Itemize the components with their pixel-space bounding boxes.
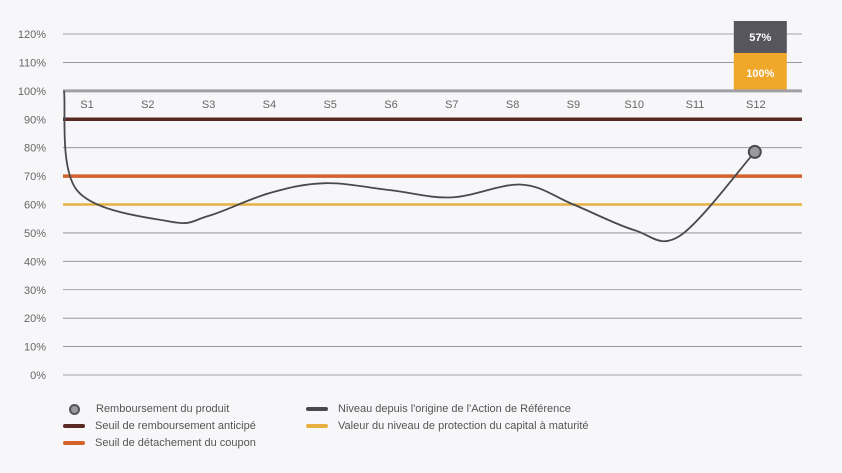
x-tick-label: S2 bbox=[141, 99, 154, 111]
y-tick-label: 30% bbox=[24, 285, 46, 297]
y-tick-label: 50% bbox=[24, 228, 46, 240]
legend-label: Seuil de détachement du coupon bbox=[95, 437, 256, 449]
x-tick-label: S4 bbox=[263, 99, 276, 111]
swatch bbox=[306, 424, 328, 428]
y-tick-label: 80% bbox=[24, 143, 46, 155]
swatch bbox=[63, 424, 85, 428]
legend-label: Seuil de remboursement anticipé bbox=[95, 420, 256, 432]
x-tick-label: S11 bbox=[686, 99, 705, 111]
legend-redemption: Remboursement du produit bbox=[63, 403, 229, 415]
redemption-point bbox=[747, 144, 762, 159]
y-tick-label: 90% bbox=[24, 114, 46, 126]
legend-label: Valeur du niveau de protection du capita… bbox=[338, 420, 589, 432]
legend-label: Remboursement du produit bbox=[96, 403, 230, 415]
y-tick-label: 100% bbox=[18, 86, 46, 98]
y-tick-label: 40% bbox=[24, 256, 46, 268]
legend-coupon: Seuil de détachement du coupon bbox=[63, 437, 256, 449]
swatch bbox=[306, 407, 328, 411]
annotation-bottom-label: 100% bbox=[746, 68, 774, 80]
x-tick-label: S10 bbox=[624, 99, 644, 111]
chart-svg: 0% 10% 20% 30% 40% 50% 60% 70% 80% 90% 100% 110% 120… bbox=[18, 21, 802, 382]
series-line bbox=[63, 90, 756, 242]
swatch bbox=[63, 441, 85, 445]
legend-level: Niveau depuis l'origine de l'Action de R… bbox=[306, 403, 571, 415]
y-tick-label: 20% bbox=[24, 313, 46, 325]
y-tick-label: 120% bbox=[18, 29, 46, 41]
annotation-box-bottom bbox=[733, 53, 787, 92]
x-tick-label: S12 bbox=[746, 99, 766, 111]
y-tick-label: 0% bbox=[30, 370, 46, 382]
annotation-top-label: 57% bbox=[749, 32, 771, 44]
legend-early-redemption: Seuil de remboursement anticipé bbox=[63, 420, 256, 432]
y-tick-label: 60% bbox=[24, 200, 46, 212]
legend-protection: Valeur du niveau de protection du capita… bbox=[306, 420, 589, 432]
y-tick-label: 10% bbox=[24, 342, 46, 354]
x-tick-label: S1 bbox=[80, 99, 93, 111]
redemption-dot-icon bbox=[69, 403, 80, 415]
x-tick-label: S8 bbox=[506, 99, 519, 111]
y-tick-label: 70% bbox=[24, 171, 46, 183]
legend-label: Niveau depuis l'origine de l'Action de R… bbox=[338, 403, 571, 415]
y-tick-label: 110% bbox=[19, 57, 47, 69]
x-tick-label: S7 bbox=[445, 99, 458, 111]
annotation-box-top bbox=[733, 21, 787, 53]
x-tick-label: S9 bbox=[567, 99, 580, 111]
x-tick-label: S3 bbox=[202, 99, 215, 111]
x-tick-label: S6 bbox=[384, 99, 397, 111]
x-tick-label: S5 bbox=[323, 99, 336, 111]
